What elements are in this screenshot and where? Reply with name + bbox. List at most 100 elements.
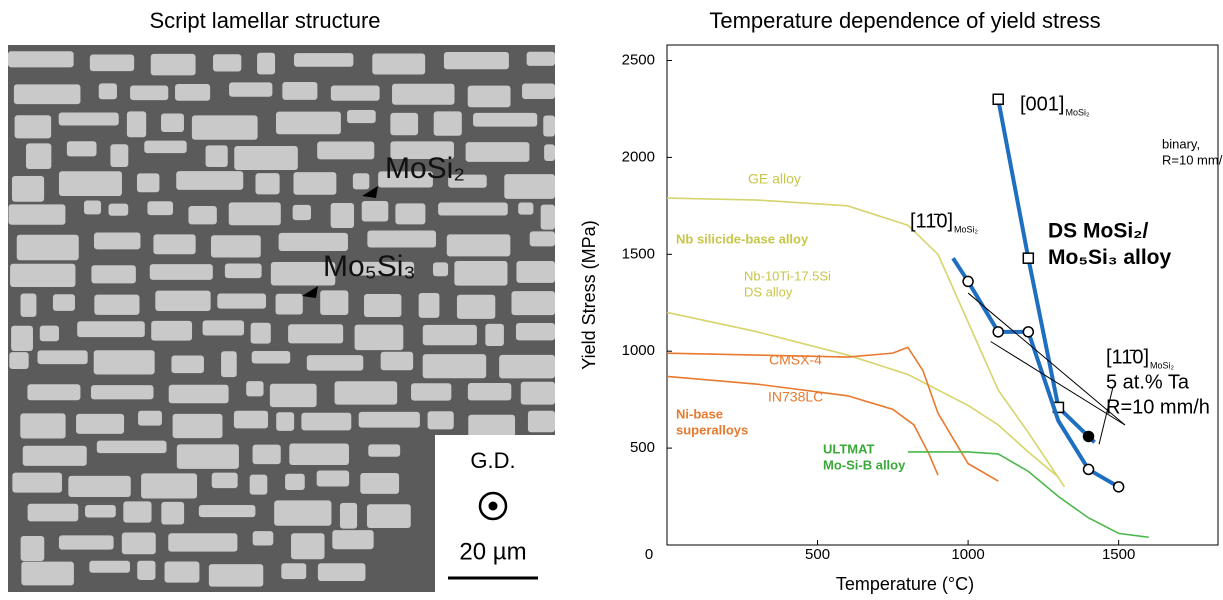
lamella xyxy=(91,265,135,283)
lamella xyxy=(169,385,229,404)
lamella xyxy=(123,501,151,522)
lamella xyxy=(15,115,52,138)
lamella xyxy=(21,536,45,561)
direction-dot xyxy=(489,502,498,511)
lamella xyxy=(468,86,511,108)
lamella xyxy=(468,383,511,400)
y-tick-label: 2500 xyxy=(622,51,655,68)
lamella xyxy=(392,84,454,105)
lamella xyxy=(454,261,507,286)
lamella xyxy=(165,561,200,582)
lamella xyxy=(188,206,216,224)
lamella xyxy=(257,53,275,75)
annotation: Mo₅Si₃ alloy xyxy=(1048,246,1172,269)
lamella xyxy=(203,320,244,335)
x-tick-label: 0 xyxy=(645,546,653,563)
marker xyxy=(993,327,1003,337)
lamella xyxy=(229,202,281,225)
lamella xyxy=(485,324,504,346)
lamella xyxy=(276,294,303,315)
annotation: Nb silicide-base alloy xyxy=(676,231,809,246)
annotation: IN738LC xyxy=(768,389,823,405)
annotation: DS MoSi₂/ xyxy=(1048,220,1149,243)
lamella xyxy=(518,202,533,214)
lamella xyxy=(276,412,294,431)
lamella xyxy=(59,535,114,549)
lamella xyxy=(110,144,128,167)
lamella xyxy=(12,176,44,202)
lamella xyxy=(331,203,354,228)
lamella xyxy=(127,111,146,137)
lamella xyxy=(355,325,404,351)
marker xyxy=(1084,464,1094,474)
lamella xyxy=(130,85,168,100)
lamella xyxy=(85,505,116,517)
lamella xyxy=(8,51,74,67)
annotation-sub: MoSi₂ xyxy=(1150,360,1175,370)
lamella xyxy=(177,444,239,469)
lamella xyxy=(438,202,508,215)
x-tick-label: 1000 xyxy=(951,546,984,563)
lamella xyxy=(419,293,440,318)
lamella xyxy=(368,444,400,456)
lamella xyxy=(335,381,398,404)
lamella xyxy=(288,324,343,343)
lamella xyxy=(279,233,348,251)
annotation: CMSX-4 xyxy=(769,352,822,368)
lamella xyxy=(504,174,555,199)
lamella xyxy=(307,355,363,370)
lamella xyxy=(175,84,210,101)
lamella xyxy=(11,326,33,351)
x-axis-title: Temperature (°C) xyxy=(836,574,974,594)
lamella xyxy=(59,112,119,125)
lamella xyxy=(381,352,413,370)
lamella xyxy=(543,116,555,137)
y-tick-label: 2000 xyxy=(622,148,655,165)
annotation-sub: MoSi₂ xyxy=(1065,107,1090,117)
lamella xyxy=(12,473,62,493)
lamella xyxy=(527,52,555,66)
y-tick-label: 1000 xyxy=(622,342,655,359)
lamella xyxy=(97,441,167,454)
lamella xyxy=(285,474,305,490)
figure: Script lamellar structure Temperature de… xyxy=(0,0,1223,600)
lamella xyxy=(289,443,349,465)
lamella xyxy=(94,232,140,249)
lamella xyxy=(270,384,317,407)
lamella xyxy=(137,561,155,580)
lamella xyxy=(176,171,243,190)
lamella xyxy=(499,355,555,378)
lamella xyxy=(94,350,155,374)
lamella xyxy=(138,411,162,426)
lamella xyxy=(433,262,448,276)
lamella xyxy=(150,264,213,280)
lamella xyxy=(23,446,87,466)
lamella xyxy=(59,171,122,196)
lamella xyxy=(14,84,81,104)
lamella xyxy=(91,385,154,399)
lamella xyxy=(40,326,59,342)
lamella xyxy=(301,413,351,431)
lamella xyxy=(473,113,537,127)
lamella xyxy=(395,203,425,224)
annotation-sub: MoSi₂ xyxy=(954,224,979,234)
marker xyxy=(963,276,973,286)
lamella xyxy=(255,173,279,194)
annotation: 5 at.% Ta xyxy=(1106,371,1190,393)
lamella xyxy=(541,205,555,230)
lamella xyxy=(144,141,186,153)
lamella xyxy=(151,321,192,341)
annotation: R=10 mm/h xyxy=(1106,396,1210,418)
lamella xyxy=(274,500,331,525)
annotation: GE alloy xyxy=(748,171,801,187)
lamella xyxy=(252,351,291,363)
lamella xyxy=(281,563,306,579)
y-tick-label: 1500 xyxy=(622,245,655,262)
lamella xyxy=(372,53,425,74)
lamella xyxy=(137,173,159,192)
lamella xyxy=(21,562,74,586)
lamella xyxy=(530,231,555,246)
lamella xyxy=(199,505,256,517)
chart-title: Temperature dependence of yield stress xyxy=(709,8,1100,33)
lamella xyxy=(428,411,454,429)
